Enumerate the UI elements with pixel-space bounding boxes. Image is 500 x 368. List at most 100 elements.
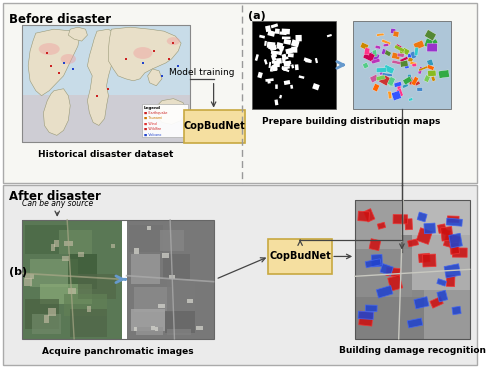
Bar (4, 3, 478, 183)
Bar (284, 61, 290, 67)
Bar (402, 47, 410, 55)
Bar (122, 220, 126, 339)
Bar (382, 49, 386, 55)
Bar (418, 67, 423, 74)
Bar (26, 299, 58, 329)
Bar (362, 62, 369, 69)
Bar (315, 58, 318, 63)
Text: ■ Wildfire: ■ Wildfire (144, 127, 161, 131)
Bar (384, 50, 392, 57)
Bar (400, 56, 408, 62)
Bar (372, 255, 382, 267)
Text: Acquire panchromatic images: Acquire panchromatic images (42, 347, 194, 356)
Bar (393, 31, 399, 37)
Bar (22, 25, 190, 142)
Bar (405, 219, 412, 230)
Bar (270, 23, 278, 28)
Bar (376, 286, 393, 298)
Bar (188, 299, 194, 303)
Bar (270, 43, 276, 51)
Bar (24, 274, 34, 279)
Bar (358, 211, 370, 221)
Bar (372, 84, 380, 92)
Bar (392, 91, 402, 101)
Text: Prepare building distribution maps: Prepare building distribution maps (262, 117, 440, 125)
Bar (452, 248, 467, 257)
Bar (158, 304, 166, 308)
FancyBboxPatch shape (268, 238, 332, 274)
Bar (68, 254, 97, 289)
Bar (279, 95, 282, 99)
Bar (283, 68, 288, 71)
Bar (312, 83, 320, 91)
Bar (442, 228, 450, 236)
Bar (408, 318, 422, 328)
Bar (78, 252, 84, 256)
Bar (22, 220, 122, 339)
Bar (291, 47, 298, 53)
Bar (62, 255, 69, 261)
Bar (449, 233, 462, 248)
Bar (444, 264, 460, 278)
Bar (396, 82, 401, 91)
Bar (397, 53, 404, 57)
Bar (68, 289, 76, 294)
Bar (126, 220, 214, 339)
Bar (132, 254, 160, 284)
Bar (411, 77, 418, 86)
Bar (379, 71, 383, 75)
Text: CopBudNet: CopBudNet (184, 121, 246, 131)
Bar (305, 59, 312, 63)
Bar (255, 54, 259, 61)
Bar (54, 240, 58, 247)
Bar (363, 51, 375, 62)
Polygon shape (156, 99, 187, 124)
Bar (353, 21, 450, 109)
Bar (418, 253, 430, 263)
Bar (272, 52, 275, 59)
Bar (393, 215, 407, 224)
Bar (414, 81, 420, 86)
Bar (160, 230, 184, 251)
Bar (394, 45, 405, 53)
Bar (142, 104, 188, 137)
Text: ■ Tsunami: ■ Tsunami (144, 116, 162, 120)
Bar (4, 185, 478, 365)
Bar (417, 88, 422, 91)
Bar (408, 78, 414, 83)
Bar (22, 220, 214, 339)
Bar (376, 68, 386, 72)
Bar (414, 297, 429, 309)
Bar (64, 294, 106, 316)
Bar (386, 267, 400, 277)
Bar (355, 200, 470, 339)
Bar (388, 91, 392, 99)
Bar (388, 275, 402, 291)
Bar (412, 235, 470, 290)
Bar (298, 75, 304, 79)
Bar (288, 53, 294, 57)
Bar (400, 60, 408, 67)
Bar (270, 66, 273, 72)
Bar (399, 48, 404, 54)
Bar (26, 225, 68, 254)
Bar (424, 223, 436, 234)
Bar (296, 35, 302, 42)
Bar (370, 74, 378, 83)
Polygon shape (108, 27, 181, 81)
Text: Historical disaster dataset: Historical disaster dataset (38, 150, 174, 159)
Bar (368, 52, 380, 63)
Polygon shape (148, 69, 162, 86)
Bar (404, 63, 409, 69)
Bar (452, 306, 461, 315)
Bar (266, 78, 274, 82)
Bar (366, 305, 377, 312)
Bar (427, 64, 434, 70)
Bar (438, 70, 450, 78)
Bar (282, 36, 290, 39)
Bar (408, 57, 414, 63)
Bar (422, 254, 436, 267)
Bar (396, 44, 402, 49)
Bar (259, 35, 265, 39)
Bar (360, 42, 368, 50)
